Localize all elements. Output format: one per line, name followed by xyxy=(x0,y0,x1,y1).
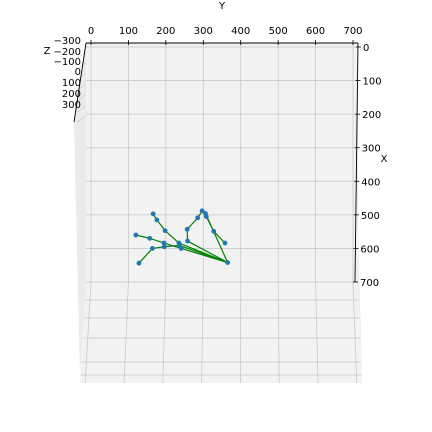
z-grid-line xyxy=(76,83,87,91)
hand-bone-line xyxy=(187,240,228,264)
floor-grid-line xyxy=(352,281,358,384)
hand-landmark-points xyxy=(133,208,231,266)
floor-grid-line xyxy=(84,281,92,384)
hand-landmark-point xyxy=(203,214,209,219)
z-axis-label: Z xyxy=(44,46,51,57)
floor-grid-line xyxy=(123,281,129,384)
hand-landmark-point xyxy=(184,226,190,232)
floor-grid-line xyxy=(162,281,167,384)
axis-spines xyxy=(73,42,359,283)
hand-landmark-point xyxy=(176,243,182,248)
z-grid-line xyxy=(76,62,87,70)
hand-landmark-point xyxy=(150,211,156,217)
x-tick-label: 700 xyxy=(360,278,379,289)
hand-landmark-point xyxy=(147,235,153,241)
x-tick-label: 400 xyxy=(361,177,380,188)
y-tick-label: 700 xyxy=(343,26,362,37)
hand-bone-line xyxy=(164,230,180,244)
left-pane xyxy=(74,43,86,375)
floor-pane xyxy=(80,282,362,383)
z-tick-label: 300 xyxy=(62,100,81,111)
hand-landmark-point xyxy=(225,260,231,265)
x-axis-tick-labels: 0 100 200 300 400 500 600 700 xyxy=(353,43,382,289)
floor-grid-line xyxy=(201,281,204,384)
hand-bone-line xyxy=(164,244,180,248)
hand-landmark-point xyxy=(222,240,228,246)
hand-landmark-point xyxy=(161,240,167,246)
hand-landmark-point xyxy=(211,228,217,234)
back-pane xyxy=(86,43,358,282)
hand-landmark-point xyxy=(161,244,167,250)
z-tick-label: −300 xyxy=(54,36,81,47)
x-tick-label: 0 xyxy=(363,43,369,54)
hand-landmark-point xyxy=(185,238,190,244)
z-tick-label: 0 xyxy=(75,67,81,78)
hand-landmark-point xyxy=(162,228,168,234)
y-axis-tick-labels: 0 100 200 300 400 500 600 700 xyxy=(88,26,363,45)
x-tick-label: 200 xyxy=(362,110,381,121)
hand-landmark-point xyxy=(136,260,142,266)
z-tick-label: 200 xyxy=(62,89,81,100)
y-tick-label: 600 xyxy=(306,26,325,37)
hand-landmark-point xyxy=(149,246,155,251)
z-tick-label: −200 xyxy=(54,47,81,58)
x-tick-label: 100 xyxy=(363,77,382,88)
z-axis-line xyxy=(73,42,87,123)
y-tick-label: 200 xyxy=(156,26,175,37)
y-tick-label: 0 xyxy=(88,26,94,37)
hand-landmark-point xyxy=(133,232,139,238)
x-tick-label: 300 xyxy=(362,144,381,155)
z-grid-line xyxy=(76,94,87,102)
y-tick-label: 100 xyxy=(119,26,138,37)
floor-grid-line xyxy=(277,281,280,384)
hand-bone-line xyxy=(149,237,165,244)
x-axis-label: X xyxy=(381,154,388,165)
axes-panes xyxy=(74,43,362,383)
hand-bone-line xyxy=(205,216,215,232)
y-tick-label: 400 xyxy=(231,26,250,37)
hand-bone-line xyxy=(138,248,153,264)
hand-bone-line xyxy=(186,217,199,230)
hand-landmark-point xyxy=(195,215,201,221)
z-grid-line xyxy=(76,72,87,80)
hand-bone-line xyxy=(179,244,228,264)
hand-bone-line xyxy=(213,230,226,244)
hand-landmark-point xyxy=(199,208,205,214)
y-axis-label: Y xyxy=(218,1,226,12)
x-axis-line xyxy=(354,42,359,283)
x-tick-label: 600 xyxy=(360,244,379,255)
hand-landmark-point xyxy=(154,217,160,223)
y-tick-label: 300 xyxy=(194,26,213,37)
y-tick-label: 500 xyxy=(269,26,288,37)
z-tick-label: −100 xyxy=(54,57,81,68)
z-tick-label: 100 xyxy=(62,78,81,89)
z-grid-line xyxy=(76,105,87,113)
gridlines xyxy=(76,43,362,384)
x-tick-label: 500 xyxy=(361,211,380,222)
z-grid-line xyxy=(76,115,87,123)
floor-grid-line xyxy=(315,281,319,384)
